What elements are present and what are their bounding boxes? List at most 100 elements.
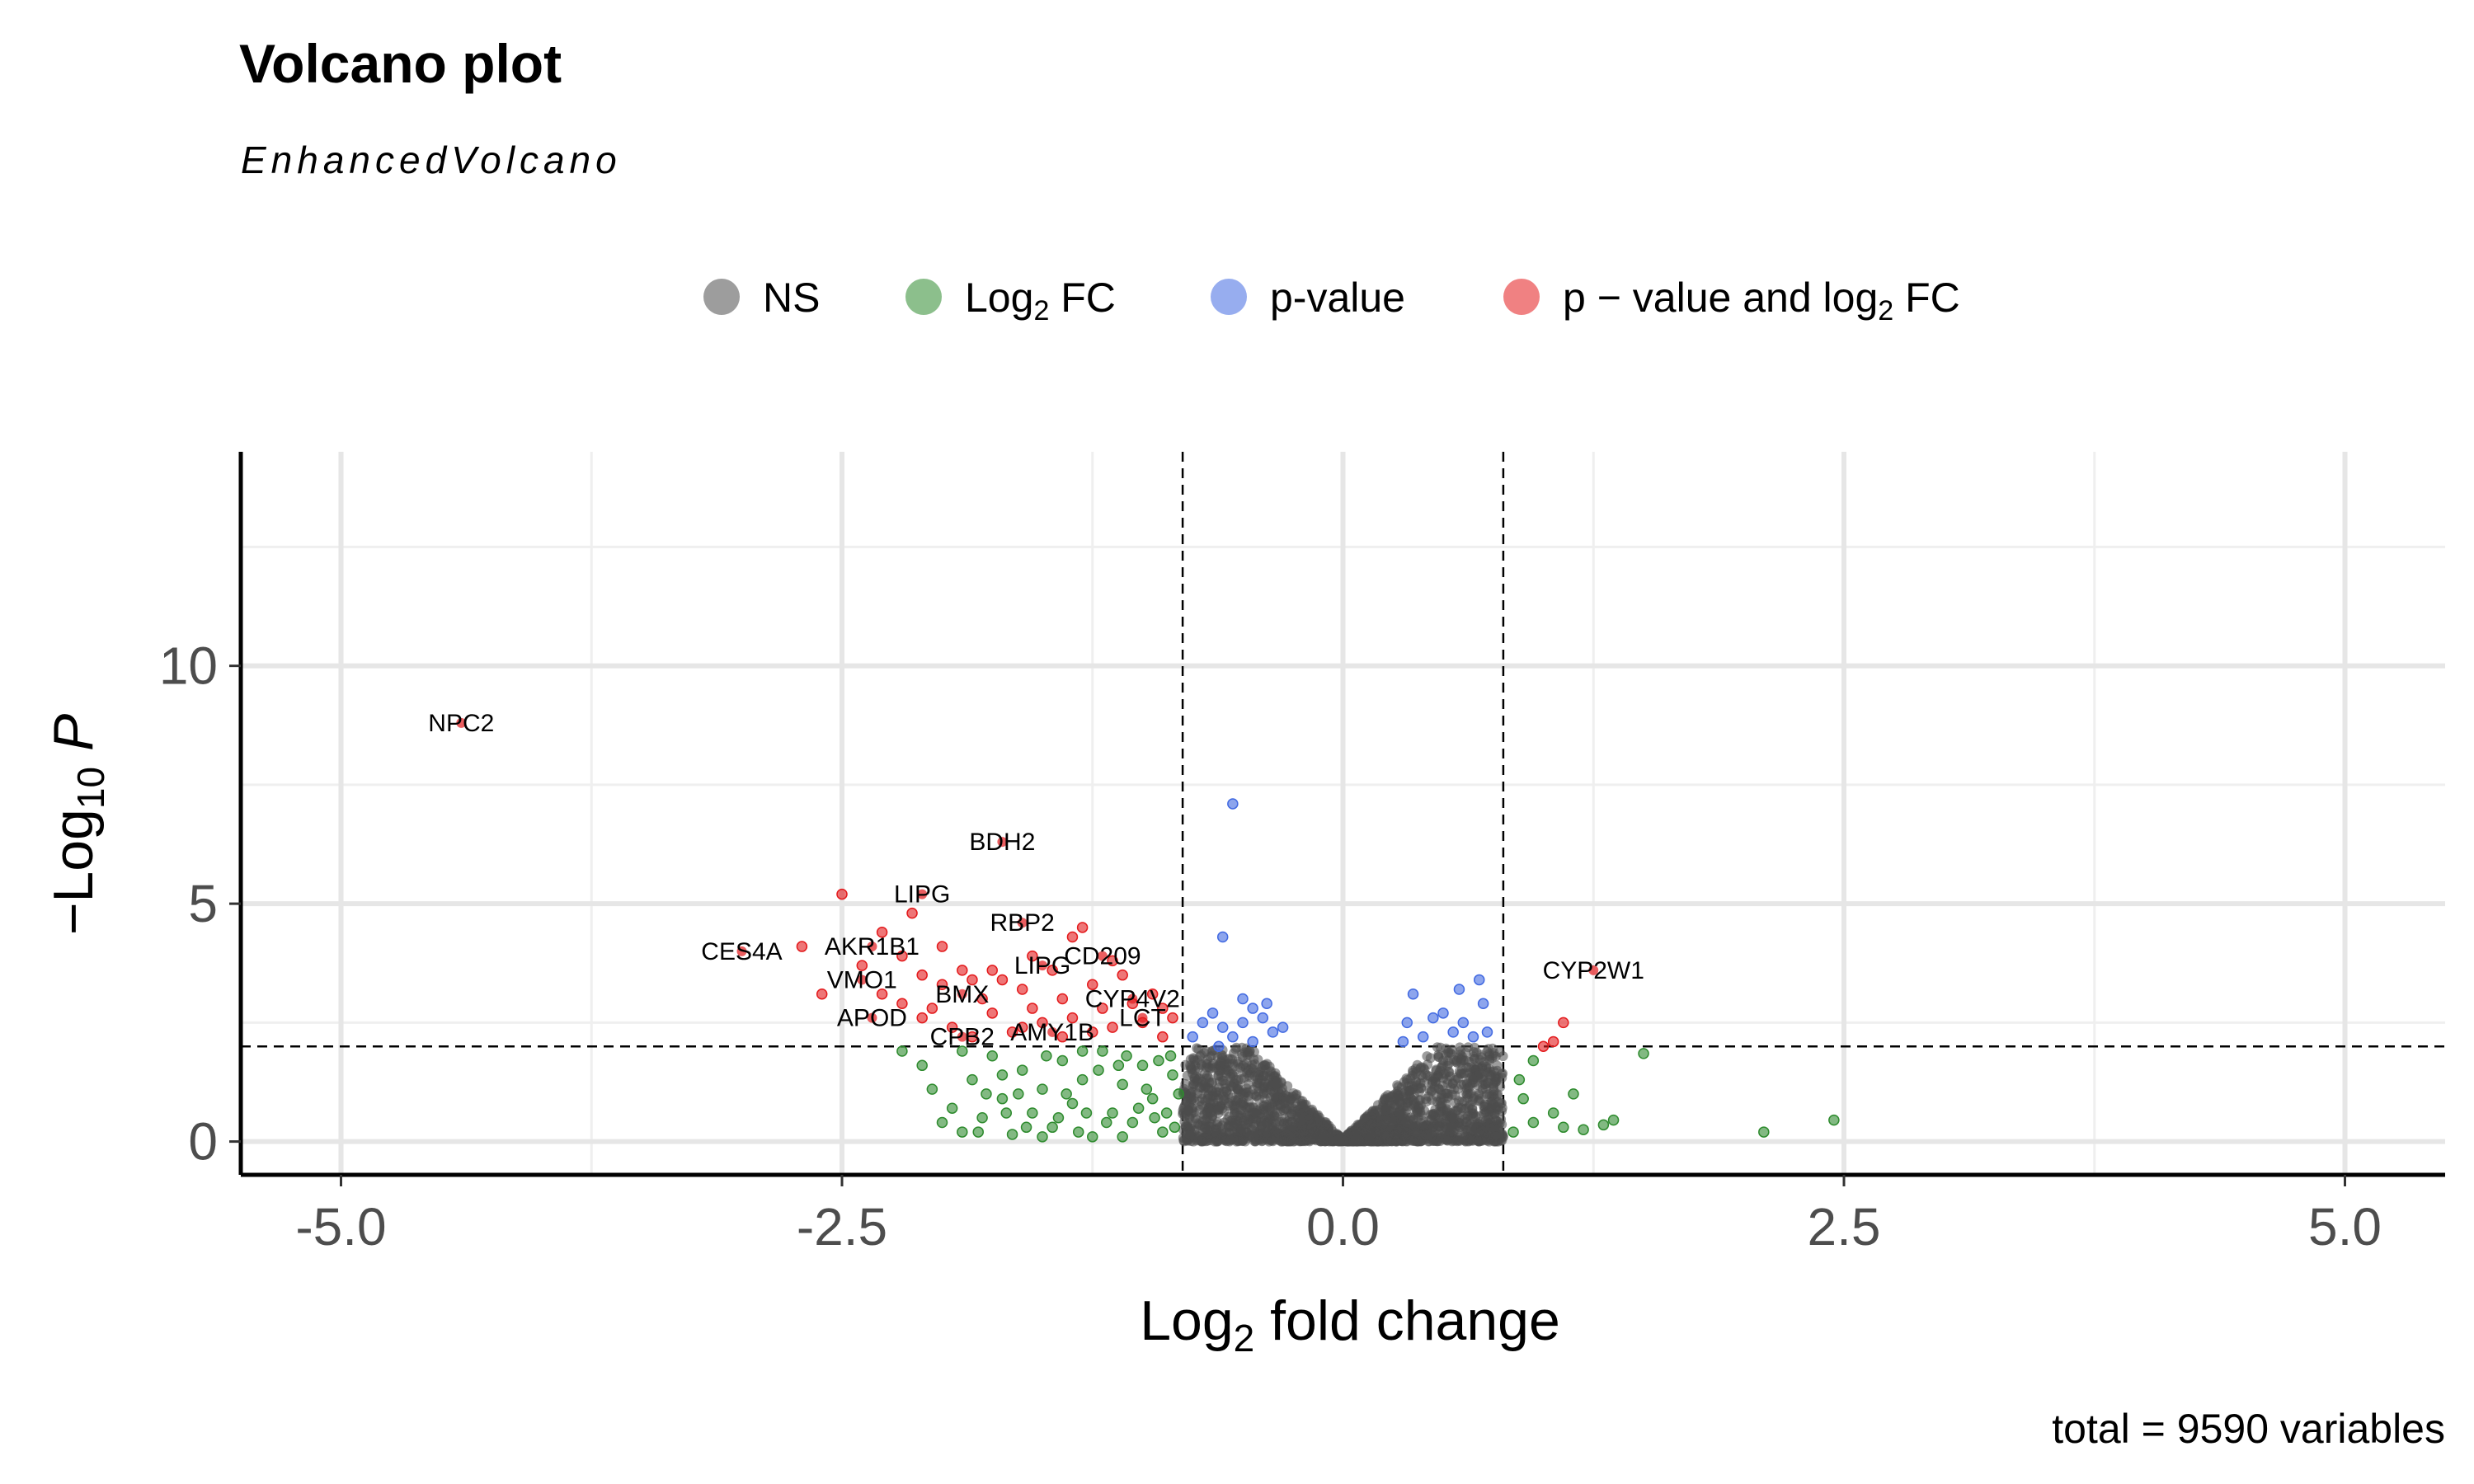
point-ns: [1416, 1083, 1427, 1094]
point-ns: [1261, 1100, 1272, 1110]
point-fc: [1126, 1116, 1139, 1129]
point-ns: [1260, 1070, 1271, 1081]
legend-item-fc: Log2 FC: [905, 275, 1116, 326]
point-both: [967, 1031, 978, 1043]
point-p: [1216, 1021, 1229, 1033]
point-fc: [1578, 1124, 1589, 1135]
point-fc: [1132, 1102, 1145, 1114]
legend-item-both: p − value and log2 FC: [1503, 275, 1960, 326]
point-p: [1407, 989, 1419, 1000]
gene-label: CD209: [1064, 943, 1141, 970]
point-ns: [1372, 1136, 1383, 1147]
point-p: [1457, 1017, 1470, 1029]
point-ns: [1278, 1105, 1289, 1115]
point-both: [1047, 965, 1058, 976]
point-p: [1477, 998, 1489, 1010]
point-p: [1427, 1012, 1439, 1024]
point-ns: [1236, 1123, 1247, 1134]
point-ns: [1371, 1117, 1381, 1128]
point-p: [1453, 984, 1465, 995]
point-labeled: [1017, 918, 1028, 928]
point-ns: [1431, 1064, 1442, 1075]
point-ns: [1249, 1107, 1259, 1118]
point-ns: [1188, 1136, 1199, 1147]
point-fc: [926, 1083, 938, 1095]
point-fc: [936, 1116, 948, 1129]
gene-label: LIPG: [1014, 952, 1070, 979]
point-fc: [896, 1045, 908, 1057]
point-ns: [1328, 1126, 1338, 1137]
point-fc: [1087, 1131, 1098, 1143]
point-both: [996, 974, 1009, 986]
point-fc: [946, 1102, 958, 1114]
point-p: [1397, 1036, 1409, 1048]
point-ns: [1420, 1094, 1431, 1104]
legend-label: p-value: [1270, 275, 1405, 321]
point-ns: [1223, 1121, 1234, 1132]
point-both: [1087, 979, 1098, 990]
point-ns: [1457, 1133, 1468, 1144]
point-both: [1087, 1026, 1098, 1038]
point-both: [876, 926, 888, 938]
point-ns: [1271, 1079, 1282, 1090]
point-ns: [1440, 1129, 1451, 1139]
point-ns: [1295, 1095, 1305, 1106]
point-fc: [1597, 1119, 1610, 1131]
point-ns: [1472, 1070, 1483, 1081]
point-ns: [1221, 1068, 1231, 1078]
point-ns: [1204, 1077, 1215, 1087]
point-fc: [1066, 1097, 1079, 1110]
point-fc: [976, 1112, 988, 1124]
tick-labels: -5.0 -2.5 0.0 2.5 5.0 0 5 10: [159, 636, 2382, 1256]
point-fc: [967, 1073, 978, 1086]
point-ns: [1216, 1133, 1227, 1144]
point-fc: [1037, 1131, 1048, 1143]
point-p: [1267, 1026, 1279, 1038]
point-ns: [1479, 1108, 1489, 1119]
point-both: [1066, 1012, 1079, 1024]
point-labeled: [1047, 1026, 1058, 1037]
point-ns: [1269, 1110, 1280, 1120]
point-both: [796, 941, 808, 952]
point-labeled: [456, 717, 467, 728]
gene-label: CPB2: [930, 1024, 995, 1051]
point-both: [946, 1021, 958, 1033]
point-fc: [1547, 1107, 1559, 1119]
point-ns: [1296, 1134, 1306, 1145]
point-both: [967, 974, 978, 986]
point-fc: [1828, 1114, 1840, 1126]
point-ns: [1230, 1096, 1240, 1106]
legend-swatch: [703, 279, 740, 315]
data-points: [796, 798, 1840, 1147]
point-p: [1216, 931, 1229, 943]
point-ns: [1472, 1080, 1483, 1091]
point-both: [1056, 993, 1069, 1005]
legend-label: NS: [763, 275, 820, 321]
point-fc: [957, 1045, 968, 1057]
point-ns: [1462, 1125, 1473, 1136]
point-ns: [1217, 1103, 1228, 1114]
legend-item-ns: NS: [703, 275, 820, 321]
point-fc: [986, 1050, 998, 1062]
point-ns: [1483, 1044, 1493, 1054]
point-ns: [1413, 1107, 1423, 1118]
point-ns: [1431, 1135, 1442, 1146]
point-fc: [1076, 1073, 1089, 1086]
point-ns: [1206, 1106, 1216, 1117]
point-ns: [1422, 1051, 1432, 1062]
point-p: [1277, 1021, 1289, 1033]
x-tick-label: -2.5: [797, 1197, 887, 1256]
point-fc: [916, 1059, 928, 1072]
point-ns: [1385, 1113, 1396, 1124]
point-ns: [1288, 1104, 1299, 1115]
point-ns: [1449, 1112, 1459, 1123]
gene-label: NPC2: [428, 710, 494, 737]
point-ns: [1489, 1089, 1499, 1100]
point-both: [1146, 989, 1159, 1000]
point-fc: [1141, 1083, 1153, 1095]
x-tick-label: 0.0: [1306, 1197, 1380, 1256]
point-fc: [1117, 1078, 1128, 1091]
legend-item-p: p-value: [1211, 275, 1405, 321]
point-both: [876, 989, 888, 1000]
point-ns: [1479, 1099, 1490, 1110]
